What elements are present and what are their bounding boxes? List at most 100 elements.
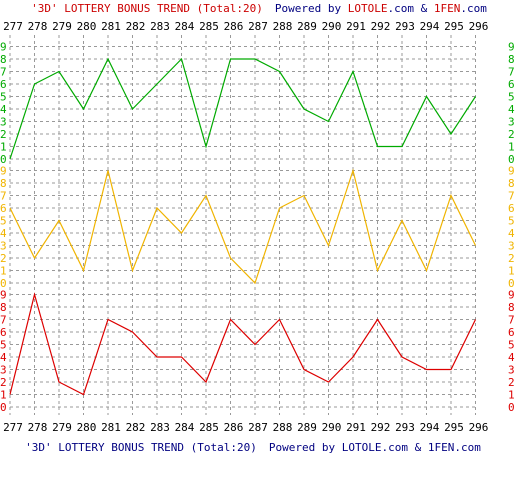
x-tick-label: 283 [150, 421, 170, 434]
x-tick-label: 278 [28, 20, 48, 33]
y-tick-label: 0 [508, 153, 515, 166]
y-tick-label: 1 [0, 389, 7, 402]
y-tick-label: 4 [0, 351, 7, 364]
y-tick-label: 2 [508, 252, 515, 265]
y-tick-label: 6 [0, 326, 7, 339]
y-tick-label: 0 [508, 277, 515, 290]
x-tick-label: 284 [175, 421, 195, 434]
y-tick-label: 1 [0, 265, 7, 278]
title-top-site2: 1FEN [434, 2, 461, 15]
x-tick-label: 285 [199, 20, 219, 33]
y-tick-label: 0 [0, 153, 7, 166]
x-tick-label: 291 [346, 20, 366, 33]
x-tick-label: 282 [126, 20, 146, 33]
y-tick-label: 7 [508, 66, 515, 79]
x-tick-label: 283 [150, 20, 170, 33]
y-tick-label: 3 [0, 240, 7, 253]
x-tick-label: 294 [420, 20, 440, 33]
chart-title-bottom: '3D' LOTTERY BONUS TREND (Total:20) Power… [25, 441, 481, 454]
y-tick-label: 7 [0, 66, 7, 79]
title-top-dotcom2: .com [460, 2, 487, 15]
y-tick-label: 4 [508, 227, 515, 240]
x-tick-label: 289 [297, 421, 317, 434]
x-tick-label: 295 [444, 421, 464, 434]
y-tick-label: 1 [508, 265, 515, 278]
x-tick-label: 278 [28, 421, 48, 434]
y-tick-label: 5 [508, 91, 515, 104]
y-tick-label: 7 [508, 314, 515, 327]
y-tick-label: 6 [508, 78, 515, 91]
y-tick-label: 8 [508, 301, 515, 314]
x-tick-label: 281 [101, 421, 121, 434]
y-tick-label: 6 [0, 78, 7, 91]
x-tick-label: 279 [52, 20, 72, 33]
y-tick-label: 3 [508, 240, 515, 253]
title-top-powered: Powered by [275, 2, 348, 15]
y-tick-label: 7 [508, 190, 515, 203]
x-tick-label: 296 [469, 421, 489, 434]
y-tick-label: 6 [508, 202, 515, 215]
y-tick-label: 5 [0, 339, 7, 352]
x-axis-bottom: 277 278 279 280 281 282 283 284 285 286 287 288 289 2… [3, 421, 488, 434]
x-tick-label: 296 [469, 20, 489, 33]
y-tick-label: 0 [0, 401, 7, 414]
x-tick-label: 291 [346, 421, 366, 434]
x-tick-label: 293 [395, 20, 415, 33]
x-tick-label: 292 [371, 20, 391, 33]
series-line [9, 57, 477, 160]
x-tick-label: 289 [297, 20, 317, 33]
y-tick-label: 3 [508, 364, 515, 377]
title-bottom-powered: Powered by [269, 441, 342, 454]
title-bottom-site2: 1FEN [428, 441, 455, 454]
x-tick-label: 279 [52, 421, 72, 434]
title-top-site1: LOTOLE [348, 2, 388, 15]
title-bottom-dotcom1: .com & [382, 441, 428, 454]
y-tick-label: 8 [508, 53, 515, 66]
y-tick-label: 3 [0, 364, 7, 377]
y-tick-label: 0 [0, 277, 7, 290]
y-tick-label: 4 [0, 103, 7, 116]
y-tick-label: 0 [508, 401, 515, 414]
y-tick-label: 1 [508, 389, 515, 402]
y-tick-label: 7 [0, 314, 7, 327]
y-tick-label: 5 [0, 215, 7, 228]
y-tick-label: 8 [508, 177, 515, 190]
x-tick-label: 277 [3, 421, 23, 434]
y-tick-label: 5 [508, 215, 515, 228]
title-bottom-prefix: '3D' LOTTERY BONUS TREND (Total:20) [25, 441, 257, 454]
y-tick-label: 4 [0, 227, 7, 240]
x-tick-label: 280 [77, 20, 97, 33]
y-tick-label: 2 [0, 252, 7, 265]
x-tick-label: 277 [3, 20, 23, 33]
y-tick-label: 9 [508, 165, 515, 178]
y-tick-label: 2 [0, 128, 7, 141]
x-tick-label: 285 [199, 421, 219, 434]
title-bottom-site1: LOTOLE [342, 441, 382, 454]
y-tick-label: 2 [508, 128, 515, 141]
x-tick-label: 287 [248, 421, 268, 434]
y-tick-label: 3 [508, 116, 515, 129]
x-tick-label: 281 [101, 20, 121, 33]
x-tick-label: 282 [126, 421, 146, 434]
y-tick-label: 2 [508, 376, 515, 389]
y-tick-label: 7 [0, 190, 7, 203]
y-tick-label: 6 [0, 202, 7, 215]
y-tick-label: 5 [0, 91, 7, 104]
y-tick-label: 8 [0, 301, 7, 314]
y-tick-label: 4 [508, 103, 515, 116]
x-tick-label: 286 [224, 20, 244, 33]
y-tick-label: 3 [0, 116, 7, 129]
chart-title-top: '3D' LOTTERY BONUS TREND (Total:20) Power… [31, 2, 487, 15]
y-tick-label: 9 [508, 289, 515, 302]
y-tick-label: 4 [508, 351, 515, 364]
x-tick-label: 290 [322, 20, 342, 33]
series-lines [9, 57, 477, 396]
y-tick-label: 9 [0, 289, 7, 302]
x-tick-label: 288 [273, 20, 293, 33]
y-tick-label: 8 [0, 53, 7, 66]
y-tick-label: 2 [0, 376, 7, 389]
y-tick-label: 9 [508, 41, 515, 54]
x-tick-label: 290 [322, 421, 342, 434]
y-tick-label: 1 [0, 141, 7, 154]
